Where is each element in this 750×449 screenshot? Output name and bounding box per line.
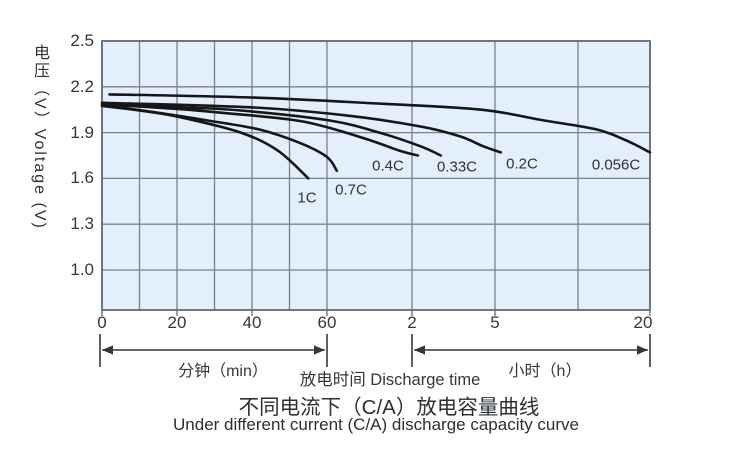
minutes-range-arrow-left-arrowhead-icon [102,345,113,355]
x-tick-label: 0 [97,313,107,332]
curve-label-1C: 1C [297,189,317,207]
hours-range-arrow-right-arrowhead-icon [637,345,648,355]
y-axis-label: 电压（V）Voltage (V) [31,44,48,230]
x-tick-label: 40 [242,313,262,332]
chart-subtitle: Under different current (C/A) discharge … [173,415,579,434]
x-axis-hours-label: 小时（h） [508,363,582,380]
curve-0.4C [100,103,420,157]
curve-label-0.33C: 0.33C [436,158,478,176]
curve-0.056C [108,93,652,154]
curve-0.7C [100,103,339,173]
curve-0.33C [100,102,443,157]
y-tick-label: 1.0 [70,260,94,279]
curve-label-0.056C: 0.056C [591,156,641,174]
x-tick-label: 20 [633,313,653,332]
curve-0.2C [100,101,503,154]
y-tick-label: 1.3 [70,214,94,234]
y-tick-label: 1.6 [70,168,94,188]
y-tick-label: 1.9 [70,122,94,142]
hours-range-arrow-left-arrowhead-icon [414,345,425,355]
x-axis-minutes-label: 分钟（min） [178,363,268,380]
x-tick-label: 2 [407,313,417,332]
x-tick-label: 20 [167,313,187,332]
x-tick-label: 60 [317,313,337,332]
chart-title: 不同电流下（C/A）放电容量曲线 [238,396,540,419]
curve-label-0.7C: 0.7C [335,181,367,199]
curve-label-0.4C: 0.4C [372,157,404,175]
y-tick-label: 2.5 [70,31,94,50]
x-tick-label: 5 [490,313,500,332]
x-axis-title: 放电时间 Discharge time [299,371,481,389]
y-tick-label: 2.2 [70,76,94,96]
plot-border [101,40,651,311]
plot-area [102,41,650,310]
curve-label-0.2C: 0.2C [506,155,538,173]
minutes-range-arrow-right-arrowhead-icon [314,345,325,355]
